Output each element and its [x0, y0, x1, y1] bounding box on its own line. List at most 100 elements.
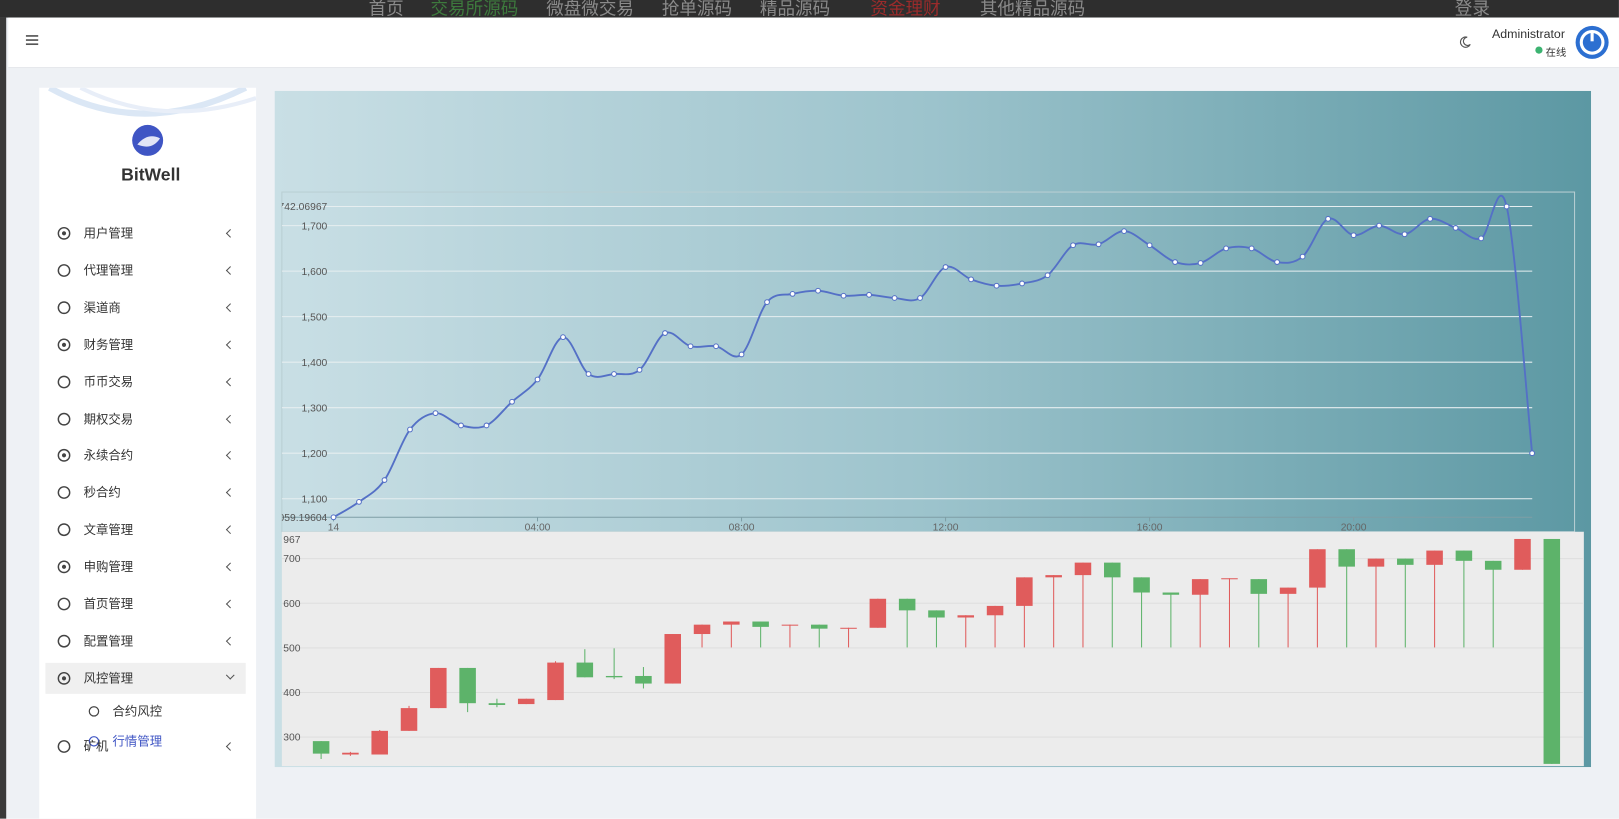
menu-label: 币币交易 [83, 374, 134, 389]
price-point [458, 422, 464, 429]
candle-body [928, 610, 945, 618]
top-nav: 首页 交易所源码 微盘微交易 抢单源码 精品源码 资金理财 其他精品源码 登录 [0, 0, 1619, 18]
sidebar-decor [48, 87, 257, 117]
price-point [968, 276, 974, 283]
x-tick-label: 04:00 [525, 523, 551, 534]
menu-chevron [225, 451, 235, 461]
menu-label: 代理管理 [83, 263, 134, 278]
candle-body [693, 624, 711, 635]
price-point [917, 295, 923, 301]
menu-icon [57, 226, 71, 240]
price-point [1274, 259, 1280, 265]
nav-item[interactable]: 其他精品源码 [979, 0, 1086, 18]
menu-chevron [225, 414, 235, 424]
price-point [866, 291, 872, 298]
price-point [1427, 215, 1434, 222]
menu-item[interactable]: 矿机 [39, 731, 256, 762]
y-tick-label: 1,100 [301, 494, 327, 505]
price-point [840, 292, 847, 299]
menu-chevron [225, 377, 235, 386]
menu-chevron [225, 670, 235, 680]
menu-icon [57, 560, 71, 574]
price-point [483, 422, 490, 429]
price-point [534, 376, 541, 383]
menu-item[interactable]: 用户管理 [39, 218, 256, 249]
menu-item[interactable]: 文章管理 [39, 514, 256, 545]
submenu-item[interactable]: 合约风控 [39, 696, 256, 727]
menu-label: 申购管理 [83, 559, 134, 575]
menu-label: 期权交易 [83, 411, 134, 426]
menu-chevron [225, 488, 235, 498]
menu-icon [57, 449, 71, 463]
menu-item[interactable]: 财务管理 [39, 329, 256, 360]
price-point [891, 295, 898, 301]
candle-body [957, 615, 975, 618]
nav-item[interactable]: 抢单源码 [661, 0, 733, 18]
menu-chevron [225, 266, 235, 275]
candle-body [1250, 579, 1268, 594]
candle-body [1045, 575, 1062, 578]
candle-body [1514, 538, 1531, 570]
menu-item[interactable]: 渠道商 [39, 292, 256, 323]
candle-body [371, 730, 388, 755]
menu-item[interactable]: 首页管理 [39, 589, 256, 620]
price-point [407, 426, 413, 433]
price-point [1070, 242, 1076, 249]
y-tick-label: 700 [283, 554, 300, 565]
price-point [432, 410, 439, 417]
nav-item[interactable]: 微盘微交易 [546, 0, 634, 18]
price-point [993, 282, 1000, 289]
candle-body [517, 698, 535, 705]
menu-item[interactable]: 币币交易 [39, 366, 256, 397]
nav-item[interactable]: 资金理财 [870, 0, 941, 18]
candle-body [1338, 549, 1355, 567]
menu-toggle[interactable] [25, 33, 40, 47]
menu-label: 首页管理 [83, 596, 134, 612]
candle-body [459, 667, 476, 704]
menu-item[interactable]: 永续合约 [39, 440, 256, 471]
price-point [1197, 260, 1204, 266]
nav-login[interactable]: 登录 [1454, 0, 1490, 18]
menu-icon [57, 264, 71, 277]
candle-body [1484, 560, 1502, 570]
menu-chevron [225, 562, 235, 572]
y-tick-label: 300 [283, 733, 300, 744]
charts: 1059.19604 1,100 1,200 1,300 1,400 1,500 1,600… [274, 90, 1592, 768]
x-tick-label: 12:00 [933, 523, 959, 534]
menu-item[interactable]: 申购管理 [39, 551, 256, 582]
sidebar: BitWell 用户管理 代理管理 渠道商 财务管理 币币交易 期权交易 永续合约 秒合约 文章… [39, 87, 257, 819]
x-tick-label: 14 [328, 523, 340, 534]
menu-item[interactable]: 风控管理 [45, 662, 246, 694]
status-dot [1535, 46, 1543, 54]
price-point [1503, 203, 1510, 210]
candle-body [869, 598, 887, 628]
candle-body [752, 621, 769, 627]
menu-item[interactable]: 秒合约 [39, 477, 256, 508]
price-point [585, 371, 592, 377]
menu-chevron [225, 303, 235, 312]
price-point [942, 264, 949, 270]
menu-chevron [225, 340, 235, 349]
candle-body [1309, 549, 1326, 588]
nav-item[interactable]: 交易所源码 [430, 0, 519, 18]
nav-item[interactable]: 精品源码 [759, 0, 831, 18]
avatar[interactable] [1575, 25, 1610, 60]
menu-label: 文章管理 [83, 522, 134, 538]
candle-body [1455, 550, 1473, 561]
menu-item[interactable]: 期权交易 [39, 403, 256, 434]
price-point [1299, 253, 1306, 260]
nav-item[interactable]: 首页 [368, 0, 404, 18]
y-tick-label: 1742.06967 [275, 202, 328, 213]
menu-item[interactable]: 配置管理 [39, 626, 256, 657]
menu-item[interactable]: 代理管理 [39, 255, 256, 286]
theme-toggle[interactable] [1459, 36, 1471, 48]
user-name[interactable]: Administrator [1491, 26, 1565, 42]
submenu-item[interactable]: 行情管理 [39, 726, 256, 757]
y-tick-label: 1,500 [301, 312, 327, 323]
candle-body [576, 662, 594, 678]
candle-body [986, 605, 1004, 616]
price-point [560, 334, 566, 341]
candle-body [898, 598, 916, 611]
price-point [1044, 272, 1051, 279]
candle-body [810, 624, 828, 629]
